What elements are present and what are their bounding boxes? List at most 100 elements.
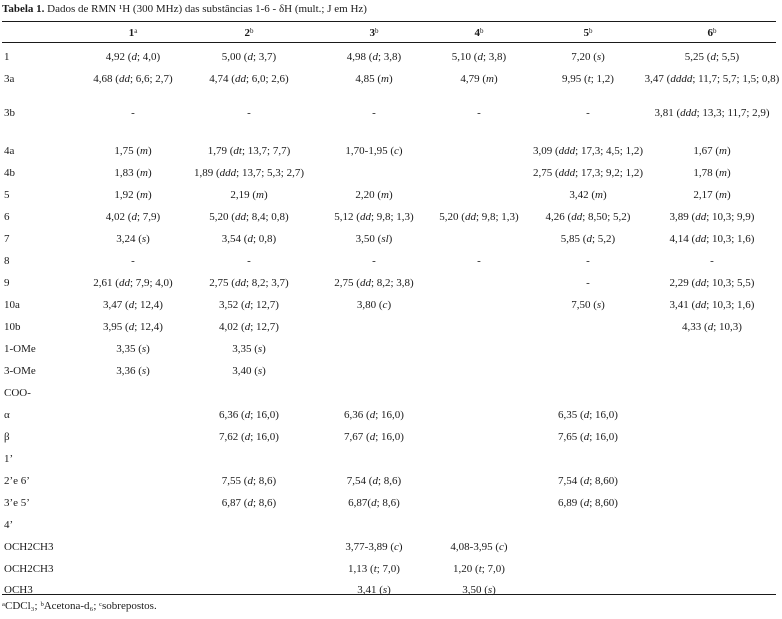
table-cell: - [247, 255, 251, 267]
table-cell: 7,54 (d; 8,6) [346, 475, 402, 487]
column-header: 5b [583, 27, 593, 39]
table-cell: 3,47 (d; 12,4) [103, 299, 163, 311]
table-cell: - [247, 107, 251, 119]
table-cell [644, 431, 780, 453]
table-cell [644, 497, 780, 519]
table-row: 2’e 6’ 7,55 (d; 8,6) 7,54 (d; 8,6) 7,54 (d;… [0, 475, 782, 497]
row-label: α [4, 409, 10, 421]
table-cell: 1,83 (m) [114, 167, 152, 179]
table-cell: 5,12 (dd; 9,8; 1,3) [334, 211, 414, 223]
table-cell: 1,67 (m) [693, 145, 731, 157]
row-label: OCH3 [4, 584, 33, 596]
table-cell [644, 343, 780, 365]
table-cell: 4,26 (dd; 8,50; 5,2) [545, 211, 631, 223]
table-cell: - [586, 277, 590, 289]
table-cell: 4,68 (dd; 6,6; 2,7) [93, 73, 173, 85]
table-cell: 2,61 (dd; 7,9; 4,0) [93, 277, 173, 289]
table-cell: 2,19 (m) [230, 189, 268, 201]
table-row: 1’ [0, 453, 782, 475]
row-label: 3b [4, 107, 15, 119]
table-cell: 3,50 (sl) [355, 233, 393, 245]
table-cell [518, 365, 658, 387]
table-row: 6 4,02 (d; 7,9) 5,20 (dd; 8,4; 0,8) 5,12 (d… [0, 211, 782, 233]
table-row: 9 2,61 (dd; 7,9; 4,0) 2,75 (dd; 8,2; 3,7) 2… [0, 277, 782, 299]
table-row: 1 4,92 (d; 4,0) 5,00 (d; 3,7) 4,98 (d; 3,8)… [0, 51, 782, 73]
table-cell [518, 321, 658, 343]
row-label: 9 [4, 277, 10, 289]
table-cell: 3,09 (ddd; 17,3; 4,5; 1,2) [532, 145, 643, 157]
row-label: 3’e 5’ [4, 497, 30, 509]
table-cell: 7,55 (d; 8,6) [221, 475, 277, 487]
table-cell: 4,98 (d; 3,8) [346, 51, 402, 63]
table-row: 4a 1,75 (m) 1,79 (dt; 13,7; 7,7) 1,70-1,95 … [0, 145, 782, 167]
table-cell: 2,75 (dd; 8,2; 3,7) [209, 277, 289, 289]
table-footnote: ᵃCDCl₃; ᵇAcetona-d₆; ᶜsobrepostos. [2, 600, 157, 612]
table-caption: Tabela 1. Dados de RMN ¹H (300 MHz) das … [2, 3, 778, 15]
table-cell: 1,89 (ddd; 13,7; 5,3; 2,7) [193, 167, 304, 179]
table-cell [518, 453, 658, 475]
table-cell: 1,70-1,95 (c) [345, 145, 403, 157]
table-row: 3-OMe 3,36 (s) 3,40 (s) [0, 365, 782, 387]
table-cell: 3,35 (s) [232, 343, 266, 355]
table-cell: 6,89 (d; 8,60) [558, 497, 618, 509]
table-row: 10a 3,47 (d; 12,4) 3,52 (d; 12,7) 3,80 (c) 7… [0, 299, 782, 321]
table-cell: 1,75 (m) [114, 145, 152, 157]
table-cell: 5,25 (d; 5,5) [684, 51, 740, 63]
table-cell: 3,41 (dd; 10,3; 1,6) [669, 299, 755, 311]
table-cell: 3,24 (s) [116, 233, 150, 245]
table-cell [174, 541, 324, 563]
table-cell: 2,29 (dd; 10,3; 5,5) [669, 277, 755, 289]
table-row: OCH2CH3 3,77-3,89 (c) 4,08-3,95 (c) [0, 541, 782, 563]
row-label: 7 [4, 233, 10, 245]
table-cell: 7,50 (s) [571, 299, 605, 311]
table-cell: 6,35 (d; 16,0) [558, 409, 618, 421]
row-label: 4b [4, 167, 15, 179]
table-cell: 5,20 (dd; 8,4; 0,8) [209, 211, 289, 223]
table-row: 3’e 5’ 6,87 (d; 8,6) 6,87(d; 8,6) 6,89 (d; … [0, 497, 782, 519]
table-row: α 6,36 (d; 16,0) 6,36 (d; 16,0) 6,35 (d; 16… [0, 409, 782, 431]
table-cell: 7,62 (d; 16,0) [219, 431, 279, 443]
table-row: COO- [0, 387, 782, 409]
table-row: 4’ [0, 519, 782, 541]
table-cell: 4,02 (d; 12,7) [219, 321, 279, 333]
table-row: 7 3,24 (s) 3,54 (d; 0,8) 3,50 (sl) 5,85 (d; … [0, 233, 782, 255]
table-cell [174, 584, 324, 606]
table-cell: 3,89 (dd; 10,3; 9,9) [669, 211, 755, 223]
table-cell [174, 519, 324, 541]
row-label: 3a [4, 73, 15, 85]
table-cell [174, 563, 324, 585]
table-cell [644, 519, 780, 541]
table-cell: 4,02 (d; 7,9) [105, 211, 161, 223]
table-row: 1-OMe 3,35 (s) 3,35 (s) [0, 343, 782, 365]
column-header: 3b [369, 27, 379, 39]
table-cell: - [372, 107, 376, 119]
table-row: 10b 3,95 (d; 12,4) 4,02 (d; 12,7) 4,33 (d; … [0, 321, 782, 343]
caption-lead: Tabela 1. [2, 3, 45, 15]
table-cell: 1,20 (t; 7,0) [453, 563, 505, 575]
table-cell: - [710, 255, 714, 267]
table-cell: 3,50 (s) [462, 584, 496, 596]
row-label: 6 [4, 211, 10, 223]
table-cell: 5,85 (d; 5,2) [560, 233, 616, 245]
table-cell: 3,35 (s) [116, 343, 150, 355]
table-cell: - [586, 107, 590, 119]
table-cell: 3,81 (ddd; 13,3; 11,7; 2,9) [654, 107, 770, 119]
table-cell: 9,95 (t; 1,2) [562, 73, 614, 85]
column-header: 6b [707, 27, 717, 39]
table-cell: 4,74 (dd; 6,0; 2,6) [209, 73, 289, 85]
table-cell: 7,67 (d; 16,0) [344, 431, 404, 443]
row-label: OCH2CH3 [4, 541, 54, 553]
table-cell: 3,54 (d; 0,8) [221, 233, 277, 245]
header-rule [2, 42, 776, 43]
column-header: 2b [244, 27, 254, 39]
table-cell [644, 541, 780, 563]
table-cell: 1,79 (dt; 13,7; 7,7) [207, 145, 291, 157]
caption-text: Dados de RMN ¹H (300 MHz) das substância… [47, 3, 367, 15]
table-cell [518, 519, 658, 541]
table-cell [518, 387, 658, 409]
table-cell: 6,36 (d; 16,0) [219, 409, 279, 421]
table-cell: 4,08-3,95 (c) [450, 541, 508, 553]
table-cell [644, 365, 780, 387]
table-cell: 4,14 (dd; 10,3; 1,6) [669, 233, 755, 245]
table-cell: 1,78 (m) [693, 167, 731, 179]
